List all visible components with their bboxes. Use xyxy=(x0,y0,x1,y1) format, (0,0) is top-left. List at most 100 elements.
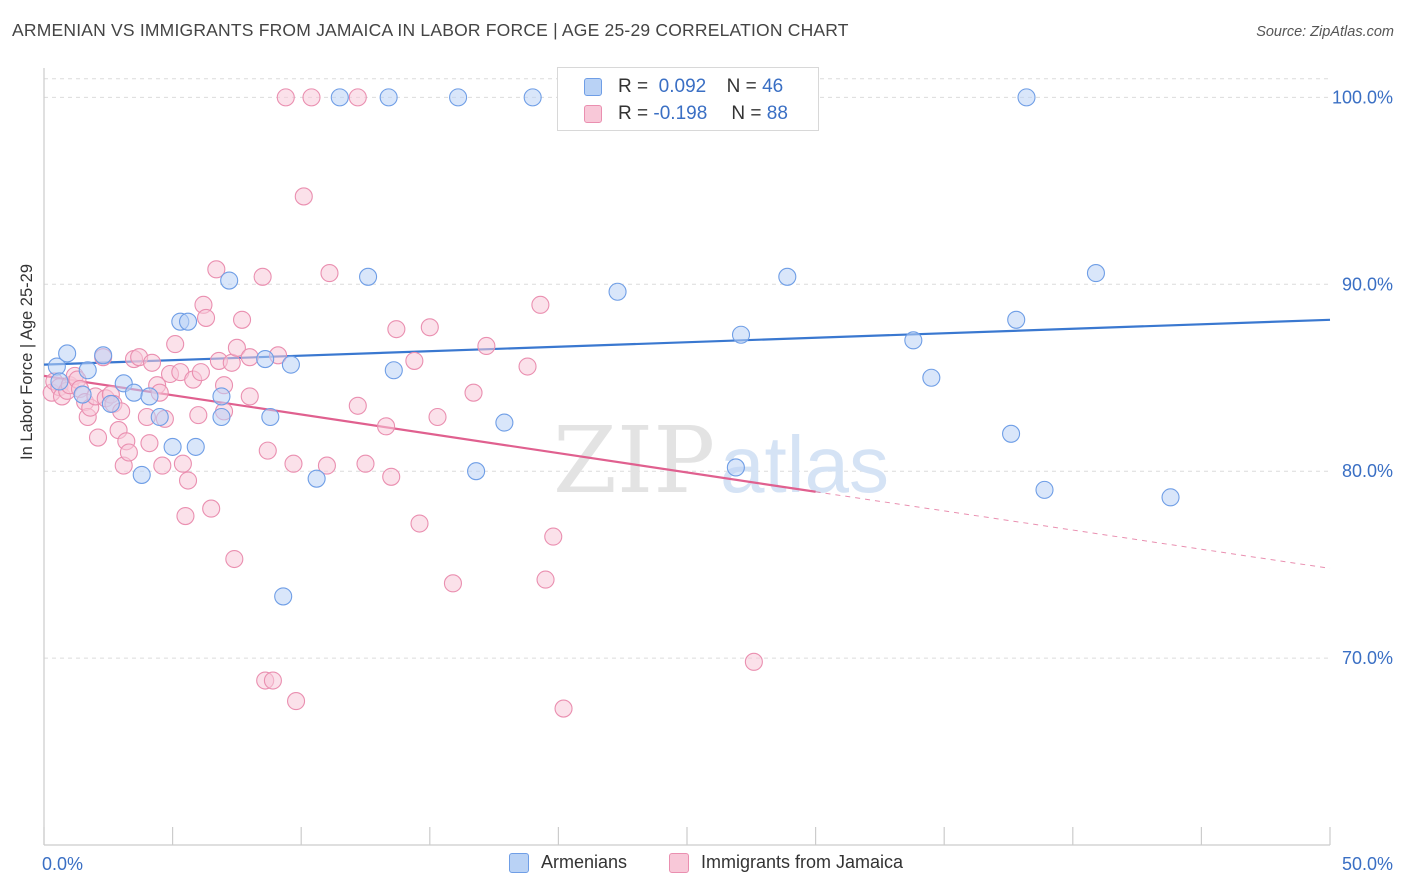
point-jamaica xyxy=(294,187,313,206)
point-jamaica xyxy=(207,260,226,279)
point-jamaica xyxy=(387,320,406,339)
point-armenians xyxy=(178,312,198,331)
point-jamaica xyxy=(410,514,429,533)
point-jamaica xyxy=(178,471,198,490)
point-armenians xyxy=(922,368,941,387)
point-jamaica xyxy=(253,267,272,286)
legend-row-jamaica: R = -0.198 N = 88 xyxy=(584,102,788,126)
point-armenians xyxy=(73,385,92,404)
point-jamaica xyxy=(240,387,259,406)
watermark-zip: ZIP xyxy=(553,407,715,514)
legend-row-armenians: R = 0.092 N = 46 xyxy=(584,75,783,99)
tick-labels: 70.0% 80.0% 90.0% 100.0% 0.0% 50.0% xyxy=(42,87,1393,874)
point-jamaica xyxy=(196,308,216,327)
point-jamaica xyxy=(227,338,246,357)
point-jamaica xyxy=(258,441,277,460)
legend-swatch-pink xyxy=(584,105,602,123)
point-armenians xyxy=(1002,424,1021,443)
point-armenians xyxy=(281,355,300,374)
point-jamaica xyxy=(202,499,221,518)
point-armenians xyxy=(608,282,627,301)
point-armenians xyxy=(467,462,486,481)
watermark: ZIP atlas xyxy=(553,407,889,514)
point-jamaica xyxy=(189,406,208,425)
trend-line-jamaica-extension xyxy=(815,491,1331,569)
point-armenians xyxy=(78,361,97,380)
point-armenians xyxy=(523,88,542,107)
legend-r-label: R = xyxy=(618,103,649,124)
point-jamaica xyxy=(518,357,537,376)
point-armenians xyxy=(132,465,151,484)
point-armenians xyxy=(58,344,77,363)
point-jamaica xyxy=(744,652,763,671)
legend-r-value: 0.092 xyxy=(658,76,707,97)
legend-item-jamaica: Immigrants from Jamaica xyxy=(669,852,903,873)
point-armenians xyxy=(94,346,113,365)
point-armenians xyxy=(1017,88,1036,107)
legend-n-value: 46 xyxy=(762,76,784,97)
point-jamaica xyxy=(176,506,195,526)
point-jamaica xyxy=(317,456,336,475)
point-jamaica xyxy=(377,417,396,436)
point-armenians xyxy=(261,407,280,427)
point-jamaica xyxy=(232,310,252,329)
legend-label-jamaica: Immigrants from Jamaica xyxy=(701,852,904,872)
point-armenians xyxy=(359,267,378,286)
legend-n-value: 88 xyxy=(766,103,788,124)
data-points xyxy=(42,88,1180,718)
point-jamaica xyxy=(88,428,108,447)
point-jamaica xyxy=(356,454,375,473)
point-armenians xyxy=(449,88,468,107)
point-jamaica xyxy=(140,434,159,453)
correlation-legend: R = 0.092 N = 46 R = -0.198 N = 88 xyxy=(557,67,819,131)
legend-swatch-blue xyxy=(584,78,602,96)
point-jamaica xyxy=(405,351,424,370)
point-armenians xyxy=(330,88,349,107)
point-jamaica xyxy=(420,318,439,337)
legend-n-label: N = xyxy=(726,76,757,97)
point-armenians xyxy=(731,325,751,344)
point-jamaica xyxy=(166,335,185,354)
point-jamaica xyxy=(348,396,367,415)
point-jamaica xyxy=(320,264,339,283)
legend-item-armenians: Armenians xyxy=(509,852,627,873)
point-jamaica xyxy=(464,383,483,402)
point-armenians xyxy=(186,437,205,456)
point-jamaica xyxy=(263,671,282,690)
legend-label-armenians: Armenians xyxy=(541,852,628,872)
y-tick-label: 70.0% xyxy=(1342,648,1393,668)
point-jamaica xyxy=(302,88,321,107)
point-armenians xyxy=(1035,480,1054,499)
trend-line-jamaica xyxy=(43,374,816,493)
legend-r-value: -0.198 xyxy=(653,103,708,124)
point-armenians xyxy=(220,271,239,290)
point-armenians xyxy=(778,267,797,286)
axes xyxy=(43,68,1331,846)
legend-swatch-armenians xyxy=(509,852,529,873)
y-tick-label: 100.0% xyxy=(1332,87,1393,107)
point-jamaica xyxy=(428,407,447,427)
point-jamaica xyxy=(191,363,210,382)
point-jamaica xyxy=(382,467,401,486)
point-armenians xyxy=(140,387,159,406)
point-armenians xyxy=(904,331,923,350)
y-axis-label: In Labor Force | Age 25-29 xyxy=(18,264,36,460)
point-armenians xyxy=(1086,264,1105,283)
point-armenians xyxy=(150,407,169,427)
point-armenians xyxy=(101,394,120,413)
source-label: Source: ZipAtlas.com xyxy=(1256,24,1394,40)
point-jamaica xyxy=(287,692,306,711)
point-armenians xyxy=(379,88,398,107)
point-jamaica xyxy=(142,353,162,372)
point-armenians xyxy=(124,383,144,402)
legend-n-label: N = xyxy=(731,103,762,124)
x-tick-label-max: 50.0% xyxy=(1342,854,1393,874)
point-jamaica xyxy=(536,570,555,589)
point-armenians xyxy=(1007,310,1026,329)
point-jamaica xyxy=(119,443,138,462)
y-tick-label: 80.0% xyxy=(1342,461,1393,481)
point-jamaica xyxy=(225,549,244,569)
point-jamaica xyxy=(153,456,172,475)
point-jamaica xyxy=(348,88,367,107)
